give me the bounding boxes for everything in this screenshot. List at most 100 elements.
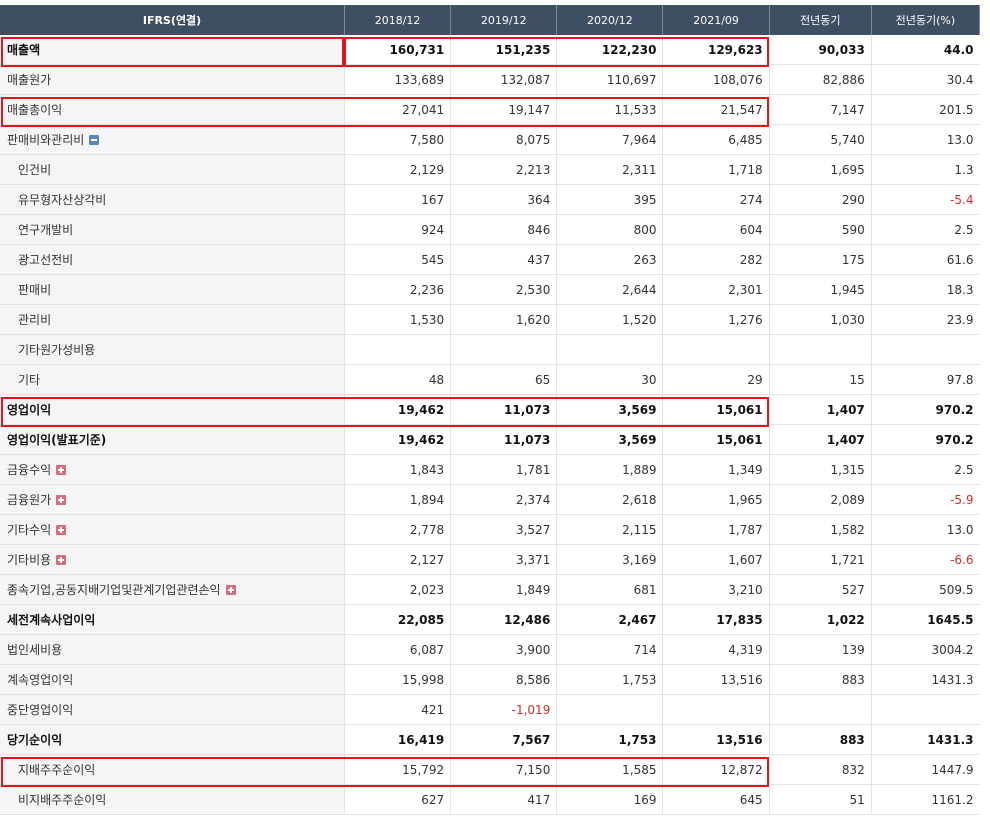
table-row: 지배주주순이익 15,792 7,150 1,585 12,872 832 1447.9 (0, 754, 980, 785)
value-cell: 97.8 (870, 364, 980, 395)
row-label: 매출원가 (0, 64, 345, 95)
value-text: 90,033 (818, 42, 865, 57)
value-text: 17,835 (716, 612, 763, 627)
value-text: 1,022 (826, 612, 865, 627)
value-text: 2,089 (830, 492, 865, 507)
value-cell (662, 694, 770, 725)
expand-plus-icon[interactable] (56, 465, 67, 475)
value-cell: 44.0 (870, 35, 980, 65)
row-label: 영업이익(발표기준) (0, 424, 345, 455)
value-text: 274 (739, 192, 763, 207)
value-text: 1,965 (728, 492, 763, 507)
value-cell: 7,567 (450, 724, 557, 755)
value-text: 800 (633, 222, 657, 237)
value-text: 15,061 (716, 432, 763, 447)
table-row: 판매비와관리비 7,580 8,075 7,964 6,485 5,740 13.0 (0, 124, 980, 155)
value-text: 714 (633, 642, 657, 657)
value-cell: 15,061 (662, 424, 770, 455)
row-label: 세전계속사업이익 (0, 604, 345, 635)
value-cell: 832 (768, 754, 872, 785)
expand-plus-icon[interactable] (56, 555, 67, 565)
value-cell: 61.6 (870, 244, 980, 275)
value-cell: 1,965 (662, 484, 770, 515)
value-text: 19,462 (397, 402, 445, 417)
value-cell: 160,731 (344, 35, 451, 65)
table-row: 세전계속사업이익 22,085 12,486 2,467 17,835 1,022 1645… (0, 604, 980, 635)
value-cell: 23.9 (870, 304, 980, 335)
value-cell: 2,467 (556, 604, 663, 635)
table-row: 당기순이익 16,419 7,567 1,753 13,516 883 1431.3 (0, 724, 980, 755)
row-label-text: 매출액 (7, 43, 41, 57)
value-cell: 65 (450, 364, 557, 395)
income-statement-table: IFRS(연결) 2018/12 2019/12 2020/12 2021/09… (0, 5, 981, 815)
table-row: 금융원가 1,894 2,374 2,618 1,965 2,089 -5.9 (0, 484, 980, 515)
value-text: 12,872 (720, 762, 763, 777)
value-text: 110,697 (606, 72, 657, 87)
value-text: 545 (421, 252, 445, 267)
value-text: 8,075 (515, 132, 551, 147)
value-text: 27,041 (402, 102, 445, 117)
value-cell: 800 (556, 214, 663, 245)
value-text: 167 (421, 192, 445, 207)
value-text: 1,695 (830, 162, 865, 177)
value-text: 437 (527, 252, 551, 267)
expand-plus-icon[interactable] (56, 525, 67, 535)
value-cell: 48 (344, 364, 451, 395)
value-text: 263 (633, 252, 657, 267)
value-text: 1447.9 (931, 762, 974, 777)
table-row: 금융수익 1,843 1,781 1,889 1,349 1,315 2.5 (0, 454, 980, 485)
expand-plus-icon[interactable] (225, 585, 236, 595)
value-text: 175 (841, 252, 865, 267)
value-text: 6,485 (728, 132, 763, 147)
value-text: 1,894 (409, 492, 445, 507)
value-text: 13,516 (720, 672, 763, 687)
value-text: 1,607 (728, 552, 763, 567)
value-cell: 290 (768, 184, 872, 215)
value-cell (556, 334, 663, 365)
value-text: 29 (747, 372, 763, 387)
value-cell: -5.4 (870, 184, 980, 215)
row-label-text: 기타수익 (7, 523, 52, 537)
value-cell: 714 (556, 634, 663, 665)
value-cell: 2.5 (870, 454, 980, 485)
value-cell: 6,087 (344, 634, 451, 665)
value-cell: -5.9 (870, 484, 980, 515)
value-cell: 2,089 (768, 484, 872, 515)
value-text: 7,147 (830, 102, 865, 117)
value-cell: 167 (344, 184, 451, 215)
value-cell: -1,019 (450, 694, 557, 725)
value-text: 169 (633, 792, 657, 807)
value-text: 970.2 (935, 432, 974, 447)
value-cell: 1.3 (870, 154, 980, 185)
value-text: 1,276 (728, 312, 763, 327)
value-cell: 1,718 (662, 154, 770, 185)
value-text: 2,129 (409, 162, 445, 177)
value-text: 1,585 (622, 762, 657, 777)
value-cell: 1,530 (344, 304, 451, 335)
value-text: 129,623 (707, 42, 763, 57)
value-cell: 545 (344, 244, 451, 275)
value-cell: 13,516 (662, 724, 770, 755)
header-period: 2021/09 (662, 5, 770, 35)
value-text: 3,371 (515, 552, 551, 567)
table-row: 기타 48 65 30 29 15 97.8 (0, 364, 980, 395)
value-text: 3,527 (515, 522, 551, 537)
row-label-text: 세전계속사업이익 (7, 613, 96, 627)
value-cell: 3004.2 (870, 634, 980, 665)
expand-plus-icon[interactable] (56, 495, 67, 505)
table-row: 유무형자산상각비 167 364 395 274 290 -5.4 (0, 184, 980, 215)
collapse-minus-icon[interactable] (89, 135, 100, 145)
value-cell: 2,213 (450, 154, 557, 185)
value-cell: 3,210 (662, 574, 770, 605)
value-text: 132,087 (500, 72, 551, 87)
value-text: 16,419 (397, 732, 445, 747)
value-cell: 437 (450, 244, 557, 275)
value-cell: 151,235 (450, 35, 557, 65)
value-text: 3,210 (728, 582, 763, 597)
value-text: 2,644 (622, 282, 657, 297)
value-text: 3,169 (622, 552, 657, 567)
value-cell: 1,349 (662, 454, 770, 485)
value-cell: 17,835 (662, 604, 770, 635)
value-cell: 19,462 (344, 394, 451, 425)
value-cell: 1,889 (556, 454, 663, 485)
